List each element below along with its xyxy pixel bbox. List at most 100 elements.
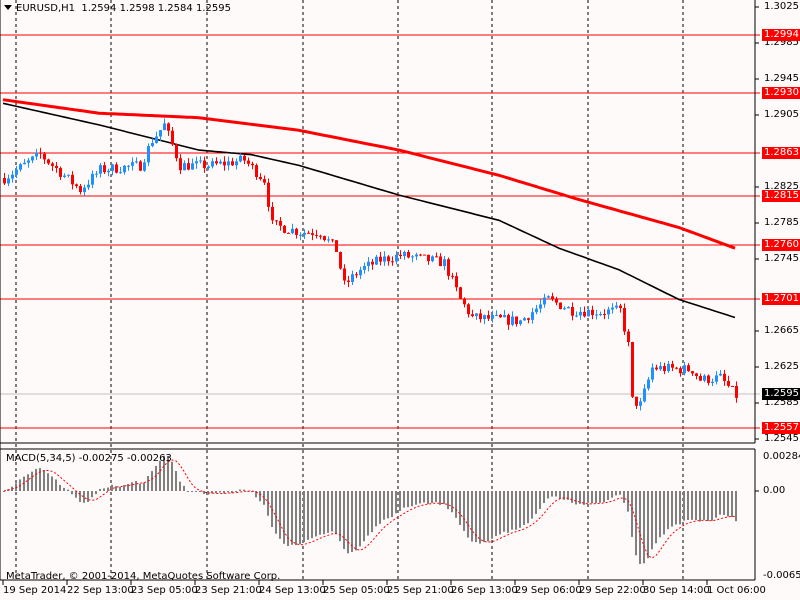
bull-candle (351, 274, 354, 282)
bear-candle (455, 276, 458, 288)
bull-candle (131, 162, 134, 166)
bear-candle (603, 314, 606, 316)
macd-bar (375, 491, 377, 527)
macd-bar (107, 487, 109, 491)
bull-candle (207, 166, 210, 169)
bear-candle (671, 363, 674, 368)
macd-bar (39, 468, 41, 491)
bull-candle (67, 174, 70, 176)
bear-candle (255, 165, 258, 177)
bull-candle (719, 373, 722, 376)
macd-bar (615, 491, 617, 496)
macd-bar (655, 491, 657, 544)
bull-candle (703, 375, 706, 381)
macd-bar (243, 489, 245, 491)
bull-candle (155, 136, 158, 144)
macd-bar (315, 491, 317, 537)
macd-bar (363, 491, 365, 542)
macd-bar (695, 491, 697, 521)
macd-bar (651, 491, 653, 550)
macd-bar (663, 491, 665, 535)
level-lines (0, 34, 760, 429)
macd-bar (455, 491, 457, 518)
bull-candle (503, 315, 506, 318)
macd-bar (539, 491, 541, 509)
macd-bar (583, 491, 585, 505)
bear-candle (407, 252, 410, 258)
macd-bar (719, 491, 721, 515)
macd-bar (251, 491, 253, 493)
macd-tick-label: -0.00654 (763, 570, 800, 581)
macd-bar (591, 491, 593, 504)
bull-candle (639, 401, 642, 406)
bear-candle (623, 308, 626, 332)
macd-bar (379, 491, 381, 524)
bull-candle (607, 309, 610, 315)
bear-candle (55, 165, 58, 169)
dropdown-triangle-icon[interactable] (4, 5, 12, 10)
level-price-label: 1.2557 (762, 422, 800, 434)
bear-candle (311, 233, 314, 235)
macd-bar (699, 491, 701, 522)
bull-candle (151, 143, 154, 146)
bear-candle (487, 315, 490, 319)
time-label: 30 Sep 14:00 (643, 585, 710, 596)
bear-candle (663, 366, 666, 372)
macd-bar (675, 491, 677, 525)
price-tick-label: 1.2625 (764, 361, 799, 372)
macd-bar (307, 491, 309, 540)
bear-candle (287, 232, 290, 234)
macd-bar (623, 491, 625, 503)
bull-candle (119, 172, 122, 174)
bear-candle (323, 236, 326, 241)
bull-candle (195, 161, 198, 164)
macd-bar (207, 491, 209, 495)
bull-candle (599, 314, 602, 316)
slow-ma-line (2, 98, 736, 250)
bear-candle (335, 240, 338, 253)
macd-bar (451, 491, 453, 513)
macd-bar (59, 484, 61, 491)
bull-candle (539, 304, 542, 309)
macd-bar (179, 481, 181, 491)
macd-bar (143, 482, 145, 491)
macd-bar (467, 491, 469, 538)
macd-bar (571, 491, 573, 503)
bull-candle (511, 316, 514, 325)
macd-bar (635, 491, 637, 556)
macd-bar (499, 491, 501, 535)
time-label: 25 Sep 05:00 (323, 585, 390, 596)
bull-candle (375, 256, 378, 265)
bull-candle (235, 161, 238, 166)
macd-bar (723, 491, 725, 515)
time-label: 24 Sep 13:00 (259, 585, 326, 596)
price-tick-label: 1.2825 (764, 181, 799, 192)
macd-bar (299, 491, 301, 545)
bull-candle (443, 259, 446, 267)
macd-bar (551, 491, 553, 497)
macd-bar (387, 491, 389, 519)
price-tick-label: 1.2745 (764, 253, 799, 264)
macd-bar (487, 491, 489, 542)
bear-candle (471, 314, 474, 317)
macd-bar (103, 488, 105, 491)
bear-candle (319, 235, 322, 237)
bear-candle (271, 206, 274, 221)
macd-bar (395, 491, 397, 514)
copyright: MetaTrader, © 2001-2014, MetaQuotes Soft… (6, 571, 281, 582)
bull-candle (495, 314, 498, 316)
macd-bar (3, 491, 5, 492)
bear-candle (459, 287, 462, 299)
macd-bar (271, 491, 273, 528)
macd-bar (187, 491, 189, 492)
bull-candle (383, 256, 386, 262)
bear-candle (43, 153, 46, 160)
bear-candle (175, 144, 178, 159)
macd-bar (91, 491, 93, 498)
bear-candle (247, 160, 250, 164)
macd-bar (447, 491, 449, 510)
bear-candle (687, 365, 690, 372)
time-label: 23 Sep 21:00 (195, 585, 262, 596)
bear-candle (655, 367, 658, 370)
